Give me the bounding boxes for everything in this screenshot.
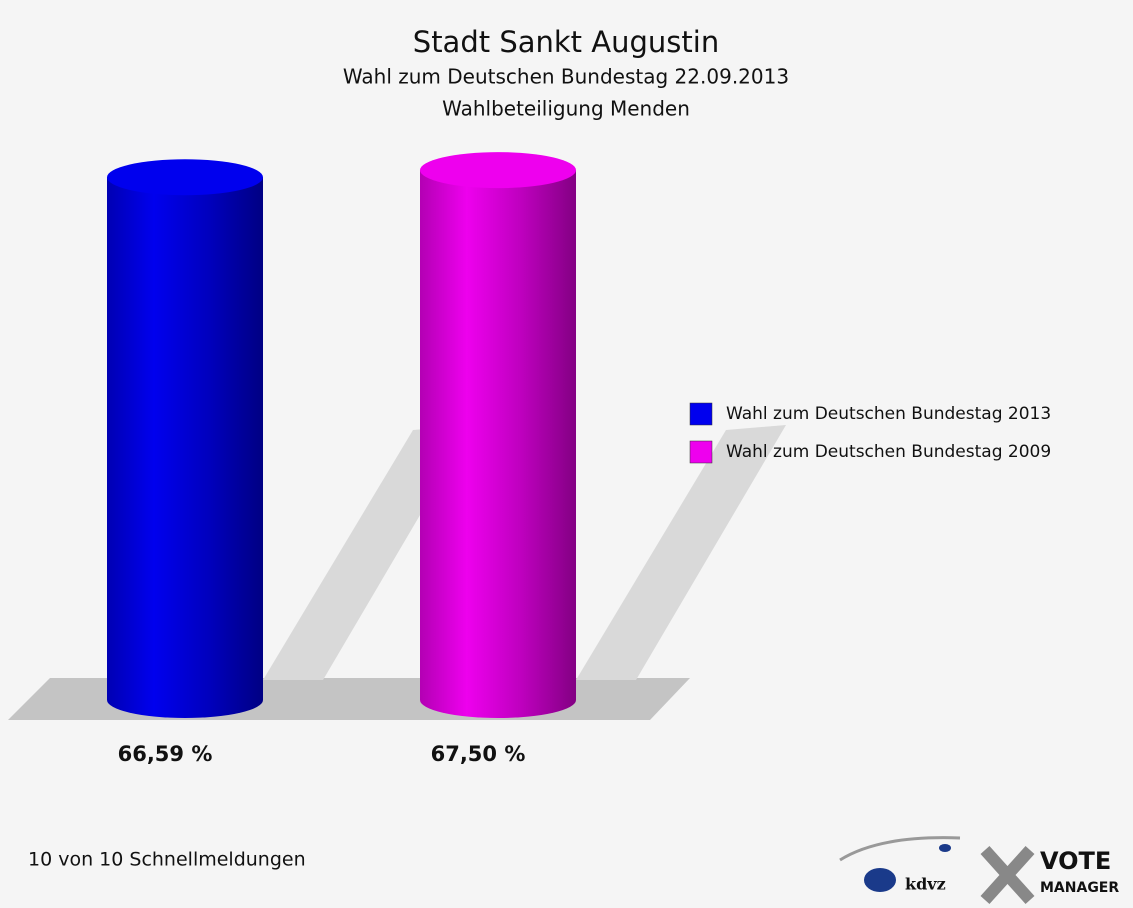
legend-label: Wahl zum Deutschen Bundestag 2013 (726, 404, 1051, 424)
logo-dot (939, 844, 951, 852)
value-label: 67,50 % (431, 742, 526, 766)
chart-title: Stadt Sankt Augustin (413, 25, 719, 59)
legend-label: Wahl zum Deutschen Bundestag 2009 (726, 442, 1051, 462)
logo-vote: VOTE (1040, 847, 1111, 875)
bar-shadow (576, 425, 786, 680)
logo-x (980, 845, 1035, 905)
bar-top (107, 159, 263, 196)
logo-swoosh (839, 836, 961, 862)
chart-subtitle: Wahl zum Deutschen Bundestag 22.09.2013 (343, 65, 789, 89)
bar (107, 177, 263, 718)
legend-swatch (689, 402, 713, 426)
logo-manager: MANAGER (1040, 880, 1119, 896)
logo: kdvz VOTE MANAGER (839, 836, 1119, 905)
logo-globe (864, 868, 896, 892)
bar (420, 170, 576, 718)
bar-top (420, 152, 576, 189)
value-label: 66,59 % (118, 742, 213, 766)
legend-swatch (689, 440, 713, 464)
logo-kdvz: kdvz (905, 875, 946, 894)
chart-subtitle: Wahlbeteiligung Menden (442, 97, 690, 121)
footnote: 10 von 10 Schnellmeldungen (28, 849, 306, 871)
